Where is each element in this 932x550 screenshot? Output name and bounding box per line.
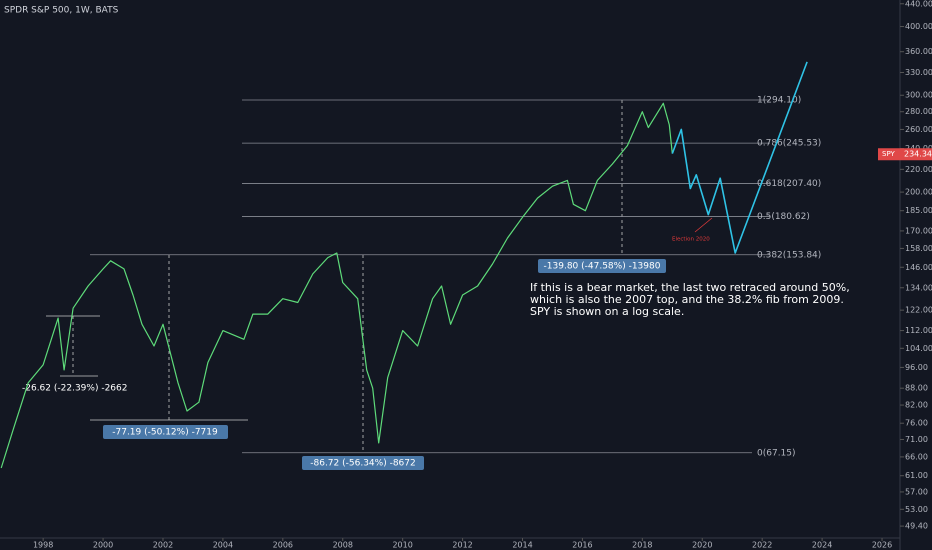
- y-tick-label: 330.00: [905, 68, 932, 77]
- y-tick-label: 200.00: [905, 188, 932, 197]
- price-tag-value: 234.34: [904, 150, 932, 159]
- y-tick-label: 360.00: [905, 47, 932, 56]
- x-tick-label: 2024: [812, 541, 832, 550]
- chart-title: SPDR S&P 500, 1W, BATS: [4, 6, 119, 16]
- election-label: Election 2020: [672, 237, 710, 243]
- x-tick-label: 2008: [333, 541, 353, 550]
- measure-box: [302, 456, 424, 470]
- y-tick-label: 104.00: [905, 344, 932, 353]
- price-tag: [878, 148, 932, 161]
- fib-label: 0.786(245.53): [757, 139, 821, 149]
- y-tick-label: 112.00: [905, 326, 932, 335]
- y-tick-label: 280.00: [905, 107, 932, 116]
- y-tick-label: 400.00: [905, 22, 932, 31]
- price-line: [0, 102, 673, 469]
- y-tick-label: 170.00: [905, 226, 932, 235]
- x-tick-label: 2016: [572, 541, 592, 550]
- x-tick-label: 2000: [93, 541, 113, 550]
- y-tick-label: 71.00: [905, 435, 928, 444]
- y-tick-label: 185.00: [905, 206, 932, 215]
- y-tick-label: 82.00: [905, 401, 928, 410]
- x-tick-label: 2012: [452, 541, 472, 550]
- y-tick-label: 260.00: [905, 125, 932, 134]
- x-tick-label: 2002: [153, 541, 173, 550]
- y-tick-label: 220.00: [905, 165, 932, 174]
- x-tick-label: 2014: [512, 541, 532, 550]
- x-tick-label: 2004: [213, 541, 233, 550]
- measure-label: -26.62 (-22.39%) -2662: [22, 384, 127, 394]
- y-tick-label: 134.00: [905, 283, 932, 292]
- y-tick-label: 122.00: [905, 306, 932, 315]
- x-tick-label: 2020: [692, 541, 712, 550]
- y-tick-label: 49.40: [905, 522, 928, 531]
- measure-label: -77.19 (-50.12%) -7719: [112, 428, 218, 438]
- fib-label: 0.382(153.84): [757, 250, 821, 260]
- fib-label: 0.5(180.62): [757, 212, 810, 222]
- y-tick-label: 146.00: [905, 263, 932, 272]
- x-tick-label: 2006: [273, 541, 293, 550]
- y-tick-label: 88.00: [905, 384, 928, 393]
- x-tick-label: 2018: [632, 541, 652, 550]
- y-tick-label: 61.00: [905, 471, 928, 480]
- y-tick-label: 158.00: [905, 244, 932, 253]
- y-tick-label: 76.00: [905, 419, 928, 428]
- y-tick-label: 53.00: [905, 505, 928, 514]
- fib-label: 1(294.10): [757, 95, 801, 105]
- note-line: If this is a bear market, the last two r…: [530, 281, 850, 294]
- y-tick-label: 66.00: [905, 452, 928, 461]
- x-tick-label: 2022: [752, 541, 772, 550]
- x-tick-label: 1998: [33, 541, 53, 550]
- measure-box: [103, 425, 228, 439]
- y-tick-label: 440.00: [905, 0, 932, 8]
- measure-label: -139.80 (-47.58%) -13980: [544, 262, 661, 272]
- note-line: SPY is shown on a log scale.: [530, 305, 684, 318]
- measure-label: -86.72 (-56.34%) -8672: [310, 459, 415, 469]
- measure-box: [538, 259, 666, 273]
- projection-line: [671, 61, 808, 254]
- y-tick-label: 300.00: [905, 91, 932, 100]
- election-arrow: [694, 217, 713, 233]
- note-line: which is also the 2007 top, and the 38.2…: [530, 293, 844, 306]
- fib-label: 0.618(207.40): [757, 179, 821, 189]
- x-tick-label: 2010: [392, 541, 412, 550]
- fib-label: 0(67.15): [757, 448, 796, 458]
- y-tick-label: 57.00: [905, 487, 928, 496]
- x-tick-label: 2026: [872, 541, 892, 550]
- price-tag-name: SPY: [882, 150, 896, 158]
- y-tick-label: 96.00: [905, 363, 928, 372]
